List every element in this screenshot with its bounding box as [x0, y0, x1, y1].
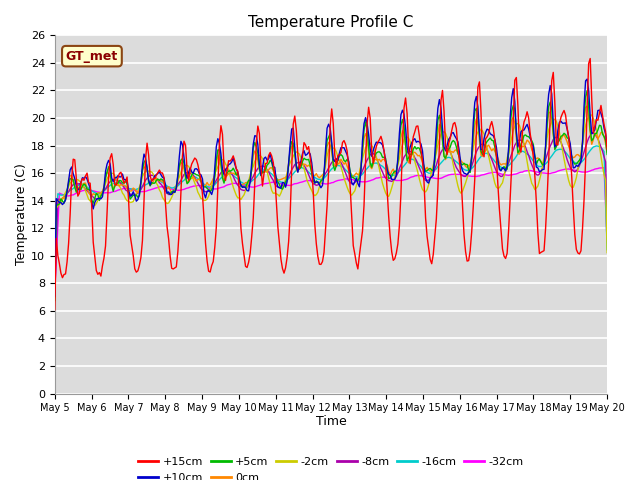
Legend: +15cm, +10cm, +5cm, 0cm, -2cm, -8cm, -16cm, -32cm: +15cm, +10cm, +5cm, 0cm, -2cm, -8cm, -16…	[134, 453, 528, 480]
Title: Temperature Profile C: Temperature Profile C	[248, 15, 413, 30]
X-axis label: Time: Time	[316, 415, 346, 428]
Y-axis label: Temperature (C): Temperature (C)	[15, 164, 28, 265]
Text: GT_met: GT_met	[66, 49, 118, 63]
